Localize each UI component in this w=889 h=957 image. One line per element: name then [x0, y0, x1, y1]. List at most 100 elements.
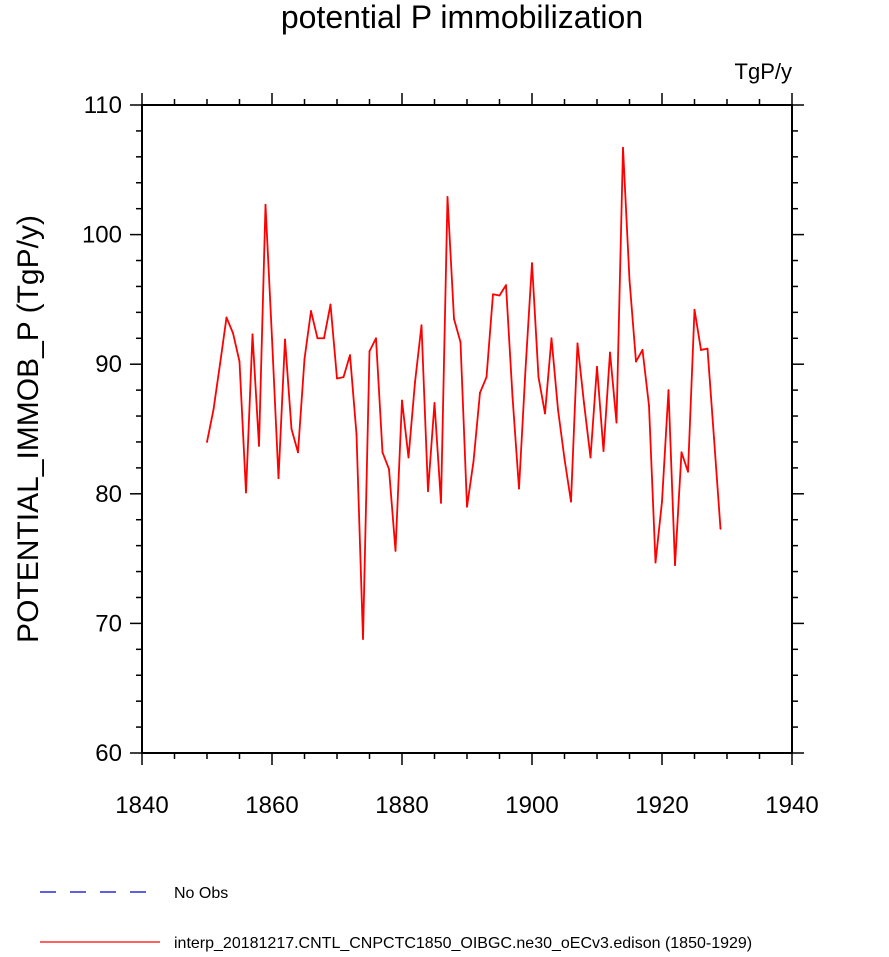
- legend: No Obs interp_20181217.CNTL_CNPCTC1850_O…: [40, 885, 752, 952]
- data-point: [258, 444, 260, 447]
- data-point: [628, 279, 631, 281]
- data-point: [349, 354, 351, 357]
- data-point: [290, 428, 293, 430]
- data-point: [394, 549, 397, 552]
- data-point: [518, 487, 520, 490]
- data-point: [446, 196, 449, 198]
- data-point: [303, 358, 306, 360]
- data-point: [264, 203, 267, 206]
- data-point: [251, 333, 254, 336]
- data-point: [700, 349, 702, 351]
- data-point: [316, 337, 319, 340]
- data-point: [355, 433, 358, 436]
- y-tick-label: 70: [95, 610, 122, 637]
- data-point: [635, 360, 637, 363]
- data-point: [550, 337, 553, 340]
- data-point: [537, 376, 540, 379]
- data-point: [615, 421, 618, 424]
- data-point: [336, 377, 338, 380]
- data-point: [609, 351, 611, 354]
- data-point: [388, 468, 390, 471]
- data-point: [589, 456, 592, 459]
- data-point: [693, 308, 696, 311]
- y-tick-label: 60: [95, 740, 122, 767]
- data-point: [602, 450, 605, 452]
- data-point: [466, 505, 468, 508]
- data-point: [661, 500, 663, 503]
- data-point: [531, 262, 533, 265]
- data-point: [641, 349, 644, 351]
- chart-title: potential P immobilization: [281, 0, 643, 35]
- data-point: [323, 337, 325, 340]
- data-point: [245, 491, 247, 494]
- data-point: [375, 337, 377, 340]
- units-label: TgP/y: [735, 59, 792, 84]
- data-point: [648, 404, 650, 407]
- data-point: [271, 337, 273, 340]
- x-tick-label: 1940: [765, 792, 818, 819]
- data-point: [680, 451, 683, 454]
- data-point: [576, 342, 579, 345]
- data-point: [368, 350, 371, 353]
- data-point: [401, 399, 403, 402]
- data-point: [479, 391, 481, 394]
- data-point: [622, 146, 624, 149]
- data-point: [225, 316, 228, 319]
- data-point: [381, 451, 384, 454]
- data-point: [570, 500, 572, 503]
- data-point: [505, 284, 507, 287]
- data-point: [407, 456, 410, 459]
- data-point: [596, 365, 598, 368]
- data-point: [329, 303, 332, 306]
- data-point: [459, 341, 462, 344]
- data-point: [232, 332, 234, 334]
- data-point: [485, 376, 488, 379]
- data-point: [206, 441, 208, 443]
- series-line: [206, 146, 722, 640]
- y-tick-label: 80: [95, 481, 122, 508]
- y-tick-label: 110: [84, 92, 122, 119]
- data-point: [583, 402, 585, 404]
- legend-label-no-obs: No Obs: [174, 885, 228, 902]
- plot-frame: [141, 104, 793, 754]
- data-point: [706, 347, 709, 350]
- data-point: [563, 457, 566, 460]
- x-tick-label: 1880: [375, 792, 428, 819]
- data-point: [284, 338, 286, 341]
- legend-label-model: interp_20181217.CNTL_CNPCTC1850_OIBGC.ne…: [174, 935, 752, 952]
- data-point: [427, 490, 429, 493]
- data-point: [440, 501, 442, 504]
- x-tick-label: 1840: [115, 792, 168, 819]
- data-point: [713, 437, 715, 439]
- axis-ticks: [130, 93, 804, 765]
- data-point: [238, 360, 241, 363]
- y-tick-label: 100: [82, 222, 122, 249]
- data-point: [420, 324, 423, 327]
- data-point: [362, 638, 364, 640]
- data-point: [219, 363, 221, 366]
- data-point: [453, 317, 455, 320]
- y-axis-label: POTENTIAL_IMMOB_P (TgP/y): [12, 215, 45, 643]
- data-point: [498, 294, 501, 297]
- data-point: [544, 412, 546, 415]
- x-tick-label: 1920: [635, 792, 688, 819]
- data-point: [297, 451, 299, 454]
- axis-tick-labels: 1840 1860 1880 1900 1920 1940 60 70 80 90 100 110: [82, 92, 819, 819]
- data-point: [212, 408, 215, 411]
- x-tick-label: 1900: [505, 792, 558, 819]
- data-point: [277, 477, 280, 480]
- data-point: [310, 310, 312, 312]
- data-point: [654, 561, 657, 564]
- series-group: [206, 146, 722, 640]
- data-point: [433, 402, 436, 404]
- x-tick-label: 1860: [245, 792, 298, 819]
- data-point: [414, 381, 416, 384]
- data-point: [472, 460, 475, 463]
- data-point: [687, 470, 689, 473]
- data-point: [511, 395, 514, 398]
- data-point: [492, 293, 494, 296]
- data-point: [719, 527, 722, 530]
- data-point: [667, 389, 670, 392]
- data-point: [524, 368, 527, 371]
